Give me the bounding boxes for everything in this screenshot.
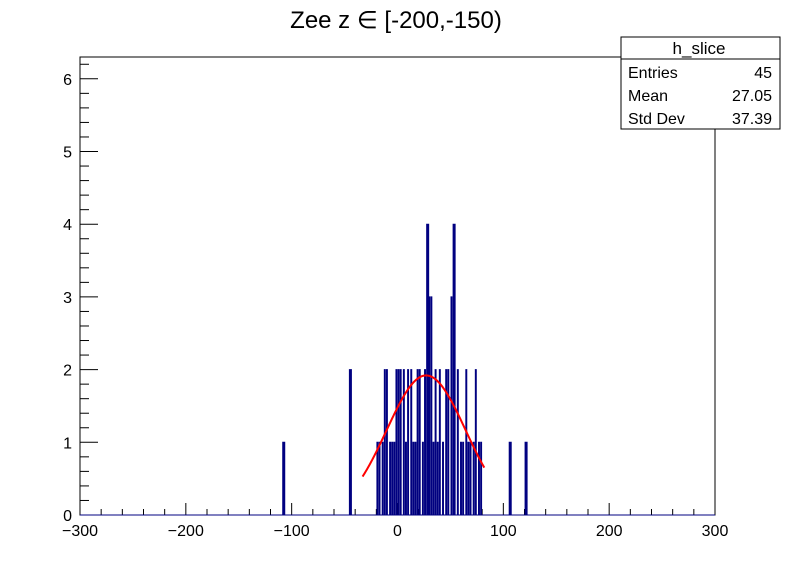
x-tick-label: 100 bbox=[490, 523, 517, 540]
x-tick-label: 300 bbox=[702, 523, 729, 540]
y-tick-label: 6 bbox=[63, 72, 72, 89]
histogram-outline bbox=[80, 223, 715, 516]
histogram-series bbox=[80, 223, 715, 516]
gaussian-fit-line bbox=[361, 374, 486, 478]
y-axis: 0 1 2 3 4 5 6 bbox=[63, 63, 98, 525]
stats-box-title: h_slice bbox=[673, 39, 726, 58]
x-tick-label: −300 bbox=[62, 523, 98, 540]
stats-box: h_slice Entries 45 Mean 27.05 Std Dev 37… bbox=[620, 36, 781, 130]
x-tick-label: 0 bbox=[393, 523, 402, 540]
y-tick-label: 3 bbox=[63, 290, 72, 307]
chart-title: Zee z ∈ [-200,-150) bbox=[290, 7, 502, 34]
stats-entries-label: Entries bbox=[628, 65, 678, 82]
stats-mean-label: Mean bbox=[628, 88, 668, 105]
fit-curve bbox=[361, 374, 486, 478]
plot-frame bbox=[79, 56, 716, 516]
stats-entries-value: 45 bbox=[754, 65, 772, 82]
x-tick-label: −200 bbox=[168, 523, 204, 540]
y-tick-label: 4 bbox=[63, 217, 72, 234]
y-tick-label: 2 bbox=[63, 363, 72, 380]
stats-stddev-value: 37.39 bbox=[732, 111, 772, 128]
stats-box-frame bbox=[620, 36, 781, 130]
y-tick-label: 1 bbox=[63, 435, 72, 452]
x-tick-label: −100 bbox=[274, 523, 310, 540]
y-tick-label: 0 bbox=[63, 508, 72, 525]
stats-stddev-label: Std Dev bbox=[628, 111, 685, 128]
y-tick-label: 5 bbox=[63, 145, 72, 162]
stats-mean-value: 27.05 bbox=[732, 88, 772, 105]
x-axis: −300 −200 −100 0 100 200 300 bbox=[62, 503, 728, 540]
x-tick-label: 200 bbox=[596, 523, 623, 540]
